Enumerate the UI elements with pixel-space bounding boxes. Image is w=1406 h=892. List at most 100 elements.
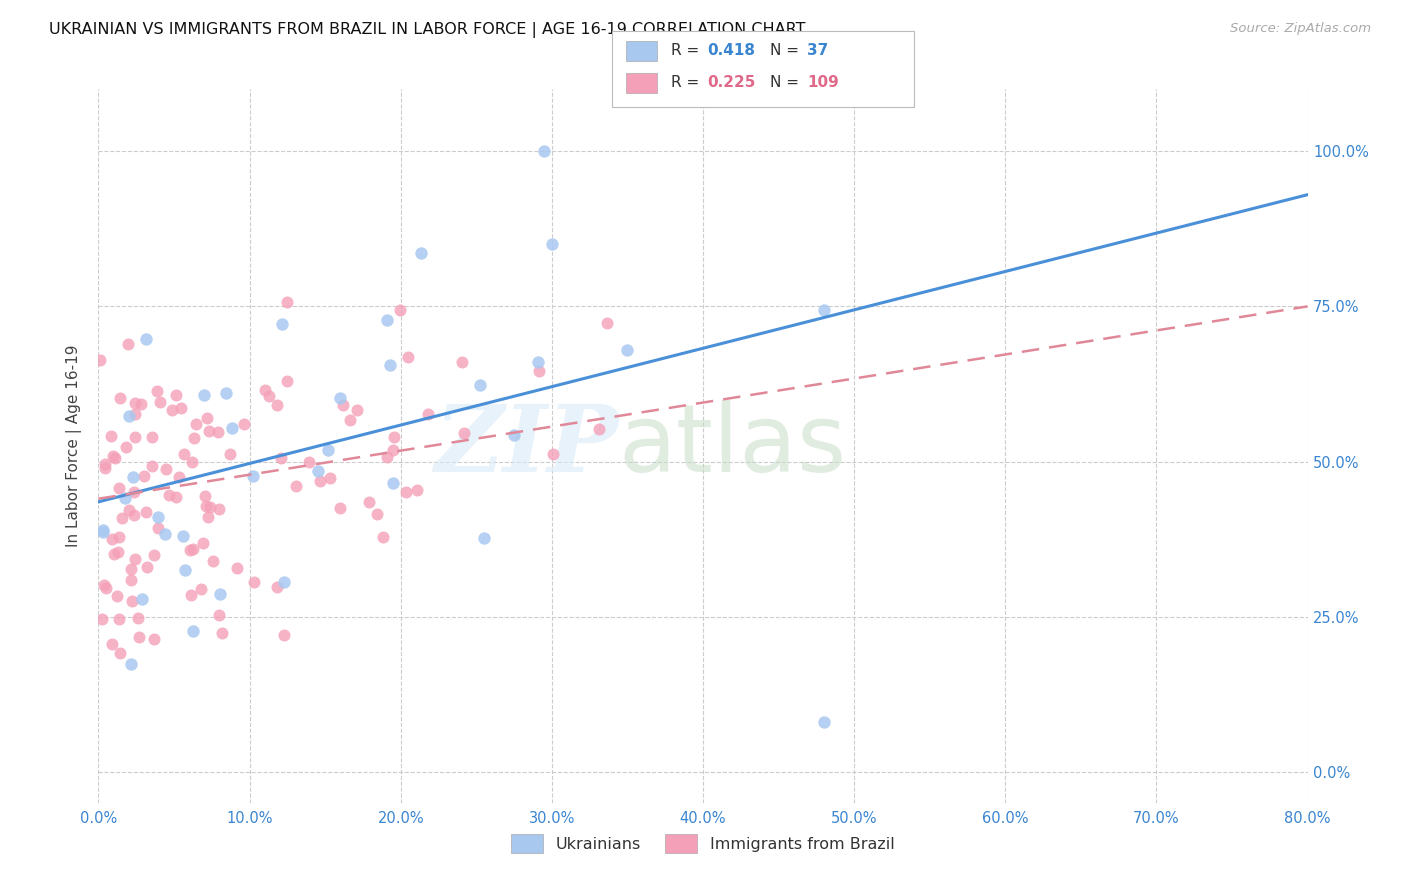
Point [105, 589, 128, 603]
Point [209, 587, 232, 601]
Point [1364, 145, 1386, 159]
Point [208, 501, 231, 516]
Point [146, 521, 169, 535]
Point [174, 562, 197, 576]
Point [90, 612, 112, 626]
Legend: Ukrainians, Immigrants from Brazil: Ukrainians, Immigrants from Brazil [505, 828, 901, 859]
Point [129, 397, 152, 411]
Point [108, 391, 131, 405]
Point [111, 510, 134, 524]
Point [124, 552, 146, 566]
Point [380, 358, 402, 372]
Point [190, 582, 212, 597]
Point [101, 637, 124, 651]
Point [135, 505, 157, 519]
Point [117, 337, 139, 351]
Point [259, 389, 281, 403]
Point [346, 402, 368, 417]
Text: 37: 37 [807, 44, 828, 58]
Point [813, 715, 835, 730]
Point [149, 394, 172, 409]
Point [91, 524, 114, 539]
Point [120, 657, 142, 671]
Point [173, 447, 195, 461]
Point [266, 398, 288, 412]
Point [198, 500, 221, 514]
Text: atlas: atlas [619, 400, 846, 492]
Point [181, 455, 204, 469]
Point [121, 470, 143, 484]
Point [270, 317, 292, 331]
Point [382, 476, 405, 491]
Text: 0.418: 0.418 [707, 44, 755, 58]
Point [375, 450, 398, 464]
Point [172, 528, 194, 542]
Point [472, 531, 495, 545]
Point [273, 628, 295, 642]
Point [195, 499, 218, 513]
Text: N =: N = [770, 44, 804, 58]
Point [406, 483, 429, 498]
Point [253, 384, 276, 398]
Point [329, 391, 352, 405]
Point [169, 401, 191, 416]
Point [527, 354, 550, 368]
Point [94, 458, 117, 472]
Point [131, 591, 153, 606]
Point [273, 574, 295, 589]
Point [108, 481, 131, 495]
Point [183, 542, 205, 557]
Point [588, 422, 610, 436]
Point [366, 507, 388, 521]
Text: R =: R = [671, 76, 704, 90]
Point [167, 469, 190, 483]
Point [104, 450, 127, 465]
Point [396, 350, 419, 364]
Point [813, 303, 835, 318]
Point [191, 535, 214, 549]
Text: Source: ZipAtlas.com: Source: ZipAtlas.com [1230, 22, 1371, 36]
Point [184, 417, 207, 432]
Point [146, 510, 169, 524]
Point [596, 316, 619, 330]
Point [242, 469, 264, 483]
Point [135, 332, 157, 346]
Point [146, 384, 169, 398]
Point [309, 474, 332, 488]
Y-axis label: In Labor Force | Age 16-19: In Labor Force | Age 16-19 [66, 344, 83, 548]
Point [100, 428, 122, 442]
Point [160, 403, 183, 417]
Point [503, 428, 526, 442]
Point [541, 447, 564, 461]
Point [93, 460, 115, 475]
Point [91, 523, 114, 537]
Point [226, 561, 249, 575]
Text: R =: R = [671, 44, 704, 58]
Point [193, 388, 215, 402]
Point [270, 450, 292, 465]
Point [276, 374, 298, 388]
Point [124, 396, 146, 410]
Text: UKRAINIAN VS IMMIGRANTS FROM BRAZIL IN LABOR FORCE | AGE 16-19 CORRELATION CHART: UKRAINIAN VS IMMIGRANTS FROM BRAZIL IN L… [49, 22, 806, 38]
Point [143, 548, 166, 562]
Point [136, 559, 159, 574]
Point [180, 587, 202, 601]
Point [122, 508, 145, 523]
Point [381, 443, 404, 458]
Point [468, 378, 491, 392]
Point [197, 510, 219, 524]
Point [197, 424, 219, 438]
Point [118, 409, 141, 423]
Text: N =: N = [770, 76, 804, 90]
Point [124, 430, 146, 444]
Point [218, 447, 240, 461]
Point [371, 530, 394, 544]
Point [416, 407, 439, 421]
Point [179, 543, 201, 558]
Point [155, 461, 177, 475]
Point [143, 632, 166, 647]
Point [207, 425, 229, 439]
Point [395, 484, 418, 499]
Point [221, 421, 243, 435]
Point [153, 527, 176, 541]
